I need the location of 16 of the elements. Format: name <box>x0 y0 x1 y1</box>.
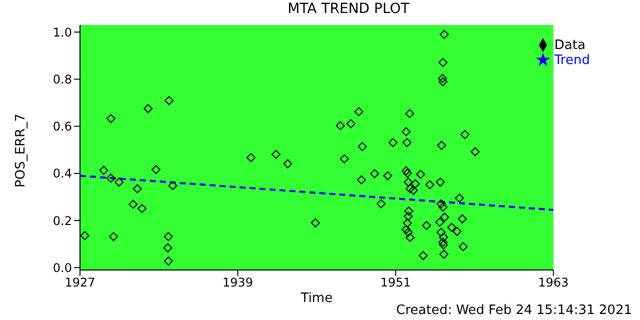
y-tick-label: 1.0 <box>52 25 72 40</box>
legend-label: Data <box>554 38 586 53</box>
y-tick-label: 0.4 <box>52 166 72 181</box>
legend-label: Trend <box>554 53 590 68</box>
y-tick-label: 0.2 <box>52 214 72 228</box>
chart-title: MTA TREND PLOT <box>286 1 410 17</box>
y-tick-label: 0.6 <box>52 120 72 134</box>
x-tick-label: 1927 <box>64 276 96 290</box>
y-axis-title: POS_ERR_7 <box>14 114 29 188</box>
y-tick-label: 0.0 <box>52 260 72 275</box>
y-tick-label: 0.8 <box>52 72 72 86</box>
text: Created: Wed Feb 24 15:14:31 2021 <box>396 303 632 318</box>
x-tick-label: 1951 <box>380 276 411 290</box>
x-axis-title: Time <box>300 291 333 306</box>
x-tick-label: 1939 <box>222 276 254 290</box>
x-tick-label: 1963 <box>538 276 569 290</box>
